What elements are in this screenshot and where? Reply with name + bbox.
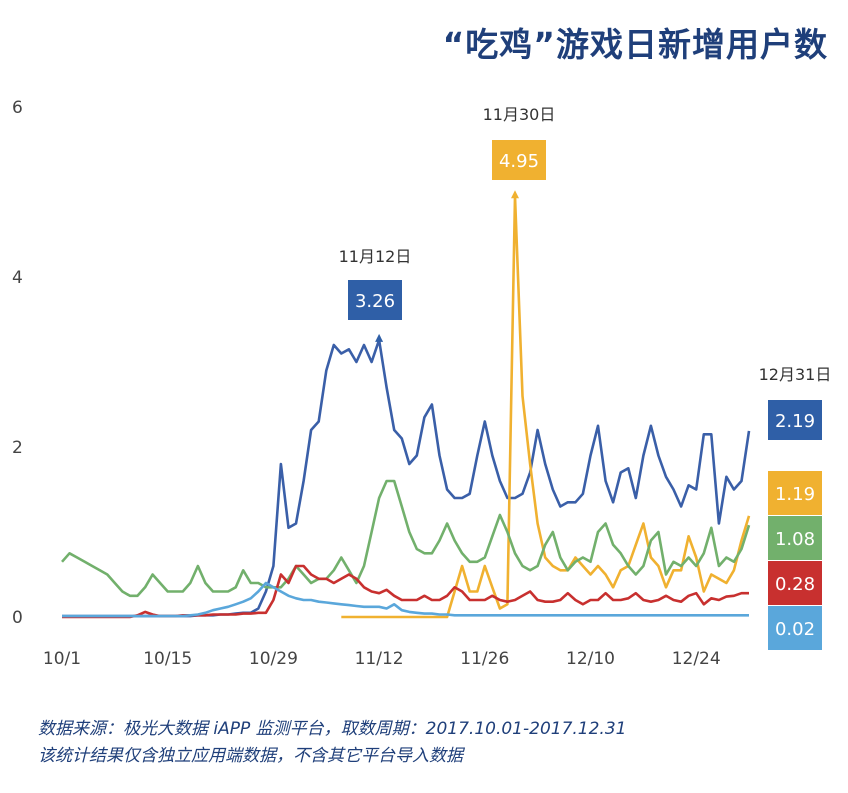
series-line-1 xyxy=(341,195,751,619)
annotation-value: 4.95 xyxy=(499,151,539,172)
annotation-date: 11月12日 xyxy=(339,247,412,266)
annotation-box xyxy=(348,280,402,320)
annotation-arrowhead xyxy=(375,333,384,342)
x-tick-label: 12/10 xyxy=(566,649,615,669)
end-label-box xyxy=(768,471,822,515)
end-label-value: 1.08 xyxy=(775,529,815,550)
x-tick-label: 10/1 xyxy=(43,649,81,669)
annotation-date: 11月30日 xyxy=(483,105,556,124)
annotation-date: 12月31日 xyxy=(759,365,832,384)
annotation-value: 3.26 xyxy=(355,291,395,312)
series-line-2 xyxy=(61,479,751,598)
footer-source: 数据来源：极光大数据 iAPP 监测平台，取数周期：2017.10.01-201… xyxy=(38,719,627,739)
series-line-4 xyxy=(62,581,749,618)
y-tick-label: 6 xyxy=(12,98,23,118)
chart-title: “吃鸡”游戏日新增用户数 xyxy=(442,25,828,64)
annotation-box xyxy=(768,400,822,440)
end-label-box xyxy=(768,606,822,650)
end-label-value: 0.02 xyxy=(775,619,815,640)
y-tick-label: 2 xyxy=(12,438,23,458)
footer-disclaimer: 该统计结果仅含独立应用端数据，不含其它平台导入数据 xyxy=(38,746,463,766)
y-tick-label: 0 xyxy=(12,608,23,628)
end-label-box xyxy=(768,516,822,560)
end-label-value: 0.28 xyxy=(775,574,815,595)
x-tick-label: 10/29 xyxy=(249,649,298,669)
end-label-box xyxy=(768,561,822,605)
line-chart: 0 2 4 6 10/1 10/15 10/29 11/12 11/26 12/10 12/24 11… xyxy=(12,98,832,669)
annotation-value: 2.19 xyxy=(775,411,815,432)
y-tick-label: 4 xyxy=(12,268,23,288)
annotation-box xyxy=(492,140,546,180)
x-tick-label: 11/12 xyxy=(355,649,404,669)
x-tick-label: 10/15 xyxy=(143,649,192,669)
footer-notes: 数据来源：极光大数据 iAPP 监测平台，取数周期：2017.10.01-201… xyxy=(38,716,626,770)
series-line-3 xyxy=(62,564,749,619)
annotation-arrowhead xyxy=(511,190,519,199)
series-line-0 xyxy=(62,338,751,618)
end-label-value: 1.19 xyxy=(775,484,815,505)
x-tick-label: 12/24 xyxy=(672,649,721,669)
x-tick-label: 11/26 xyxy=(460,649,509,669)
